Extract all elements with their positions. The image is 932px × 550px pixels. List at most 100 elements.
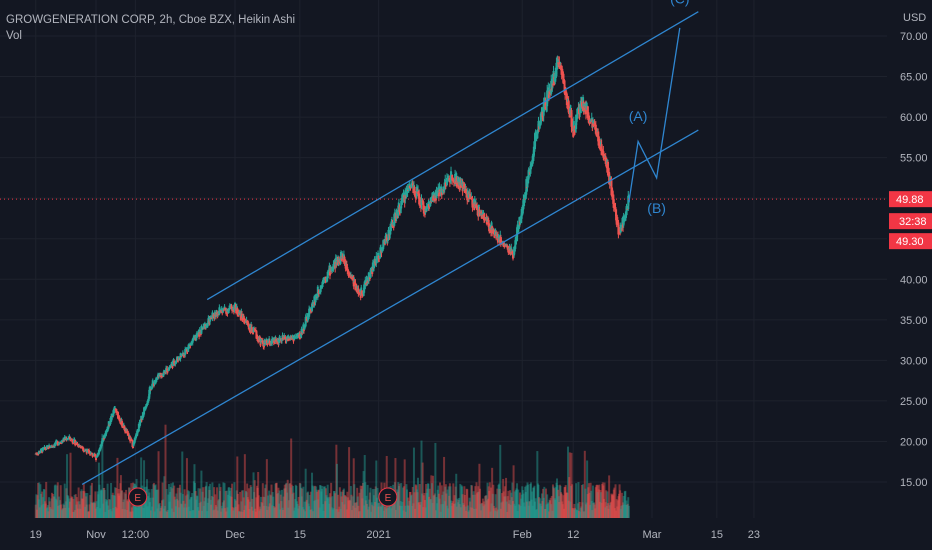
volume-bar (576, 510, 579, 518)
volume-bar (67, 496, 70, 518)
volume-bar (368, 492, 371, 518)
volume-bar (553, 498, 556, 518)
candle-body (385, 237, 388, 241)
volume-bar (495, 511, 498, 518)
volume-bar (125, 489, 128, 518)
chart-legend-title[interactable]: GROWGENERATION CORP, 2h, Cboe BZX, Heiki… (6, 14, 296, 26)
volume-bar (492, 484, 495, 518)
volume-bar (280, 489, 283, 518)
volume-bar (389, 504, 392, 518)
volume-bar (101, 503, 104, 518)
volume-bar (113, 495, 116, 518)
time-axis[interactable]: 19 Nov 12:00 Dec 15 2021 Feb 12 Mar 15 23 (30, 529, 760, 541)
volume-bar (312, 486, 315, 518)
candle-body (590, 118, 593, 121)
channel-upper-line[interactable] (206, 11, 699, 301)
volume-bar (287, 500, 290, 518)
volume-bar (117, 493, 120, 518)
candle-body (356, 286, 359, 291)
candle-body (488, 227, 491, 231)
currency-label[interactable]: USD (903, 12, 926, 24)
volume-bar (288, 483, 291, 518)
volume-bar (181, 451, 184, 518)
volume-bar (442, 491, 445, 518)
volume-bar (539, 498, 542, 518)
candle-body (605, 160, 608, 169)
volume-bar (262, 496, 265, 518)
drawing-annotations[interactable]: (A) (B) (C) (81, 0, 699, 485)
volume-bar (591, 510, 594, 518)
volume-bar (557, 496, 560, 518)
volume-bar (358, 492, 361, 518)
earnings-marker-circle[interactable] (378, 487, 398, 507)
volume-bar (198, 510, 201, 518)
wave-label[interactable]: (A) (629, 108, 648, 124)
volume-bar (567, 446, 570, 518)
volume-bar (586, 460, 589, 518)
volume-bar (49, 508, 52, 518)
volume-bar (193, 464, 196, 518)
volume-bar (112, 495, 115, 518)
volume-bar (454, 503, 457, 518)
volume-legend[interactable]: Vol (6, 30, 22, 42)
volume-bar (361, 482, 364, 518)
volume-bar (320, 491, 323, 518)
volume-bar (199, 488, 202, 518)
candle-body (305, 318, 308, 321)
volume-bar (350, 494, 353, 518)
price-tick-label: 30.00 (900, 355, 928, 367)
volume-bar (624, 490, 627, 518)
wave-label[interactable]: (C) (670, 0, 689, 7)
candle-body (61, 441, 64, 443)
volume-bar (205, 482, 208, 518)
volume-bar (254, 508, 257, 518)
volume-bar (89, 485, 92, 518)
volume-bar (40, 505, 43, 518)
volume-bar (225, 490, 228, 518)
volume-bar (99, 490, 102, 518)
volume-bar (559, 485, 562, 518)
volume-bar (187, 490, 190, 518)
volume-bar (93, 503, 96, 518)
volume-bar (153, 511, 156, 518)
volume-bar (457, 499, 460, 518)
volume-bar (464, 506, 467, 518)
volume-bar (123, 492, 126, 518)
volume-bar (323, 486, 326, 518)
volume-bar (277, 487, 280, 518)
volume-bar (472, 491, 475, 518)
earnings-marker-circle[interactable] (128, 487, 148, 507)
volume-bar (57, 496, 60, 518)
candle-body (64, 438, 67, 440)
volume-bar (163, 505, 166, 518)
volume-bar (278, 490, 281, 518)
candle-body (197, 330, 200, 335)
channel-lower-line[interactable] (81, 129, 699, 485)
volume-bar (257, 472, 260, 518)
volume-bar (423, 492, 426, 518)
volume-bar (330, 507, 333, 518)
volume-bar (279, 494, 282, 518)
volume-bar (45, 508, 48, 518)
volume-bar (411, 505, 414, 518)
volume-bar (331, 509, 334, 518)
volume-bar (183, 489, 186, 518)
volume-bar (521, 486, 524, 518)
candle-body (39, 448, 42, 453)
candle-body (489, 226, 492, 229)
volume-bar (481, 503, 484, 518)
volume-bar (239, 491, 242, 518)
wave-label[interactable]: (B) (647, 200, 666, 216)
volume-bar (471, 507, 474, 518)
candle-body (270, 343, 273, 345)
volume-bar (278, 503, 281, 518)
elliott-wave-path[interactable] (628, 27, 681, 203)
volume-bar (329, 497, 332, 518)
candle-body (508, 247, 511, 251)
volume-bar (55, 498, 58, 518)
volume-bar (433, 493, 436, 518)
volume-bar (400, 483, 403, 518)
candle-body (439, 190, 442, 193)
